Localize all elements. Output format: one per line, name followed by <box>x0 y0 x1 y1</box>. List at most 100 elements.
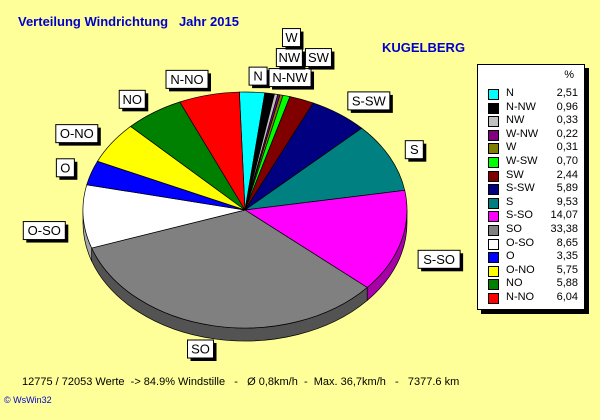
brand-label: © WsWin32 <box>4 395 52 405</box>
legend-label: O-SO <box>506 236 535 249</box>
legend-swatch <box>488 89 499 100</box>
legend-value: 0,31 <box>556 141 578 154</box>
pie-label-s: S <box>404 140 427 162</box>
legend-swatch <box>488 170 499 182</box>
legend-swatch <box>488 116 499 128</box>
legend-item-w: W 0,31 <box>488 141 578 155</box>
legend-label: O <box>506 250 515 263</box>
legend-label: W-NW <box>506 127 539 140</box>
pie-slice-s <box>244 127 406 211</box>
svg-text:NO: NO <box>122 92 142 107</box>
legend-swatch <box>488 225 499 236</box>
legend-swatch <box>488 279 499 291</box>
chart-title: Verteilung Windrichtung Jahr 2015 <box>18 14 239 29</box>
svg-text:N-NW: N-NW <box>272 70 308 85</box>
legend-value: 9,53 <box>556 195 578 208</box>
legend-value: 33,38 <box>550 223 578 235</box>
svg-text:NW: NW <box>279 50 301 65</box>
legend-label: NO <box>506 277 523 290</box>
station-name: KUGELBERG <box>382 40 466 55</box>
legend-value: 3,35 <box>556 250 578 263</box>
legend-item-s: S 9,53 <box>488 196 578 210</box>
svg-text:N: N <box>253 69 262 84</box>
legend-item-w-nw: W-NW 0,22 <box>488 128 578 142</box>
svg-text:O-NO: O-NO <box>60 126 94 141</box>
pie-label-o-so: O-SO <box>22 221 69 243</box>
legend-item-o: O 3,35 <box>488 250 578 264</box>
legend-label: SW <box>506 168 524 181</box>
legend-item-o-no: O-NO 5,75 <box>488 264 578 278</box>
legend-label: S <box>506 195 514 208</box>
legend-item-o-so: O-SO 8,65 <box>488 237 578 251</box>
legend-item-n-no: N-NO 6,04 <box>488 291 578 305</box>
pie-slices <box>82 91 408 329</box>
legend-item-n: N 2,51 <box>488 87 578 101</box>
pie-label-so: SO <box>187 339 217 361</box>
pie-label-sw: SW <box>304 48 335 70</box>
legend-swatch <box>488 211 499 223</box>
legend-value: 0,96 <box>556 100 578 113</box>
legend-label: SO <box>506 223 522 235</box>
legend-value: 14,07 <box>550 209 578 222</box>
svg-text:W: W <box>285 30 298 45</box>
pie-slice-o-so <box>82 184 246 249</box>
legend-label: W <box>506 141 517 154</box>
pie-slice-s-so <box>243 189 408 288</box>
svg-text:S: S <box>410 142 419 157</box>
legend-swatch <box>488 129 499 141</box>
legend-swatch <box>488 197 499 209</box>
legend-value: 5,88 <box>556 277 578 290</box>
legend-item-sw: SW 2,44 <box>488 169 578 183</box>
pie-label-w: W <box>281 28 304 50</box>
pie-label-o-no: O-NO <box>55 124 101 146</box>
legend-swatch <box>488 143 499 155</box>
legend-value: 0,33 <box>556 114 578 127</box>
svg-text:SW: SW <box>308 50 330 65</box>
legend-swatch <box>488 265 499 277</box>
footer-stats: 12775 / 72053 Werte -> 84.9% Windstille … <box>22 376 460 388</box>
pie-label-no: NO <box>118 89 149 112</box>
legend-swatch <box>488 157 499 168</box>
pie-label-o: O <box>55 158 78 180</box>
legend-value: 2,51 <box>556 87 578 99</box>
pie-label-n-no: N-NO <box>165 69 212 92</box>
svg-text:O: O <box>60 160 70 175</box>
legend-label: O-NO <box>506 263 535 276</box>
legend-unit: % <box>564 69 574 81</box>
legend-value: 5,75 <box>556 263 578 276</box>
legend-swatch <box>488 293 499 304</box>
legend-swatch <box>488 238 499 250</box>
legend-item-w-sw: W-SW 0,70 <box>488 155 578 169</box>
legend-label: N-NW <box>506 100 536 113</box>
legend-item-nw: NW 0,33 <box>488 114 578 128</box>
pie-label-n: N <box>248 66 271 89</box>
legend-value: 0,22 <box>556 127 578 140</box>
legend-label: S-SW <box>506 182 535 195</box>
legend-label: N-NO <box>506 291 535 303</box>
pie-labels: N N-NW NW W SW S-SW S S-SO SO O-SO O O-NO NO N-NO <box>22 28 464 361</box>
legend-item-n-nw: N-NW 0,96 <box>488 101 578 115</box>
pie-slice-so <box>91 209 368 329</box>
svg-text:N-NO: N-NO <box>170 72 203 87</box>
pie-label-s-so: S-SO <box>417 249 464 272</box>
legend-label: W-SW <box>506 155 538 167</box>
legend-swatch <box>488 252 499 264</box>
pie-label-nw: NW <box>275 48 306 70</box>
svg-text:O-SO: O-SO <box>28 223 61 238</box>
pie-slice-n-no <box>179 91 246 211</box>
legend-value: 8,65 <box>556 236 578 249</box>
legend-label: N <box>506 87 514 99</box>
legend-item-no: NO 5,88 <box>488 277 578 291</box>
legend-item-so: SO 33,38 <box>488 223 578 237</box>
svg-text:S-SW: S-SW <box>352 93 387 108</box>
legend-swatch <box>488 184 499 196</box>
legend-item-s-so: S-SO 14,07 <box>488 209 578 223</box>
legend-value: 6,04 <box>556 291 578 303</box>
legend-value: 0,70 <box>556 155 578 167</box>
svg-text:SO: SO <box>191 342 210 357</box>
legend-item-s-sw: S-SW 5,89 <box>488 182 578 196</box>
legend-swatch <box>488 102 499 114</box>
svg-text:S-SO: S-SO <box>423 252 455 267</box>
legend-value: 2,44 <box>556 168 578 181</box>
